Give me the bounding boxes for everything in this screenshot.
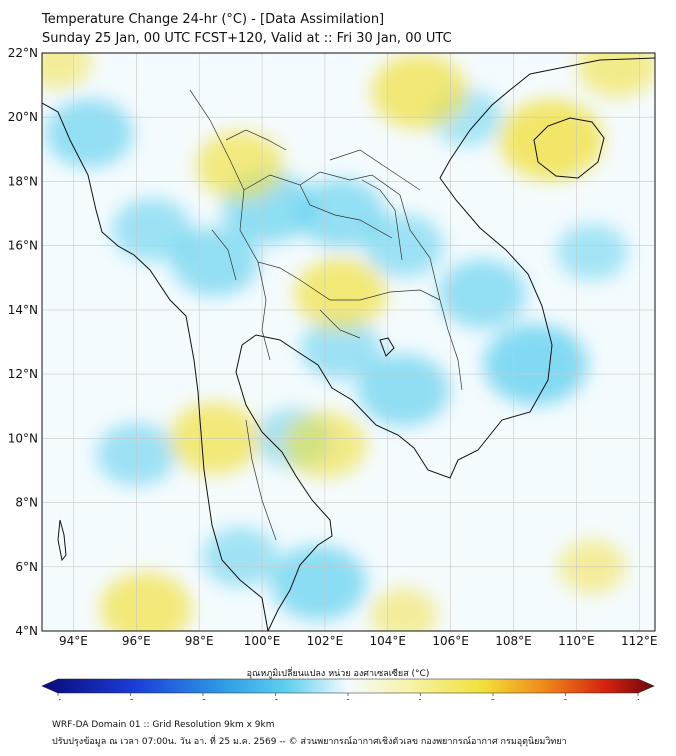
warm-anomaly-24 [42,53,92,90]
colorbar-tick-label: -3 [127,698,134,700]
graticule [42,53,655,631]
cool-anomaly-13 [202,527,279,588]
cool-anomaly-0 [45,98,134,168]
colorbar-tick-label: 3 [563,698,567,700]
lat-tick-label: 22°N [8,46,38,60]
cool-anomaly-14 [556,223,629,281]
cool-anomaly-2 [170,227,259,297]
latitude-tick-labels: 4°N 6°N 8°N 10°N 12°N 14°N 16°N 18°N 20°N 22°N [8,46,38,638]
island-andaman [57,519,67,562]
colorbar: -4 -3 -2 -1 0 1 2 3 4 [41,678,655,700]
lon-tick-label: 104°E [370,634,407,648]
warm-anomaly-17 [371,54,468,130]
lon-tick-label: 102°E [307,634,344,648]
warm-anomaly-23 [99,572,192,631]
lon-tick-label: 96°E [122,634,151,648]
colorbar-tick-label: -4 [55,698,63,700]
footer-model-info: WRF-DA Domain 01 :: Grid Resolution 9km … [52,720,275,730]
warm-anomaly-20 [294,257,387,330]
map-subtitle: Sunday 25 Jan, 00 UTC FCST+120, Valid at… [42,31,452,46]
cool-anomaly-4 [296,179,385,249]
colorbar-tick-label: 0 [346,698,350,700]
lon-tick-label: 100°E [244,634,281,648]
longitude-tick-labels: 94°E 96°E 98°E 100°E 102°E 104°E 106°E 108°E 110… [59,634,658,648]
colorbar-tick-label: -1 [272,698,279,700]
island-phu-quoc [379,337,395,357]
colorbar-bar [41,678,655,694]
footer-credit: ปรับปรุงข้อมูล ณ เวลา 07:00น. วัน อา. ที… [52,737,567,747]
cool-anomaly-8 [357,354,450,427]
lon-tick-label: 110°E [558,634,595,648]
lon-tick-label: 94°E [59,634,88,648]
cool-anomaly-7 [483,323,588,405]
coastline-hainan [533,117,605,179]
warm-anomaly-18 [499,99,604,181]
cool-anomaly-6 [438,259,527,329]
lat-tick-label: 20°N [8,110,38,124]
colorbar-tick-label: 2 [491,698,495,700]
coastlines [42,57,655,631]
lon-tick-label: 108°E [495,634,532,648]
lon-tick-label: 112°E [621,634,658,648]
map-frame [41,52,656,632]
lat-tick-label: 16°N [8,239,38,253]
lat-tick-label: 4°N [15,624,38,638]
lat-tick-label: 14°N [8,303,38,317]
cool-anomaly-12 [270,545,367,621]
lat-tick-label: 6°N [15,560,38,574]
colorbar-title: อุณหภูมิเปลี่ยนแปลง หน่วย องศาเซลเซียส (… [246,669,430,679]
lat-tick-label: 12°N [8,367,38,381]
coastline-myanmar-west [42,102,269,631]
warm-anomaly-25 [369,587,438,631]
lon-tick-label: 106°E [432,634,469,648]
lat-tick-label: 10°N [8,431,38,445]
colorbar-tick-label: 4 [636,698,641,700]
coastline-gulf-of-thailand [235,57,655,631]
colorbar-tick-label: -2 [200,698,207,700]
temperature-change-field [42,53,655,631]
lat-tick-label: 18°N [8,174,38,188]
lon-tick-label: 98°E [185,634,214,648]
map-figure: 4°N 6°N 8°N 10°N 12°N 14°N 16°N 18°N 20°N 22°N 94… [8,46,658,700]
colorbar-tick-labels: -4 -3 -2 -1 0 1 2 3 4 [55,693,641,700]
map-title: Temperature Change 24-hr (°C) - [Data As… [42,12,385,27]
lat-tick-label: 8°N [15,496,38,510]
admin-borders [189,89,463,541]
warm-anomaly-19 [577,53,655,98]
cool-anomaly-9 [300,316,381,380]
colorbar-tick-label: 1 [418,698,422,700]
cool-anomaly-1 [112,198,193,262]
